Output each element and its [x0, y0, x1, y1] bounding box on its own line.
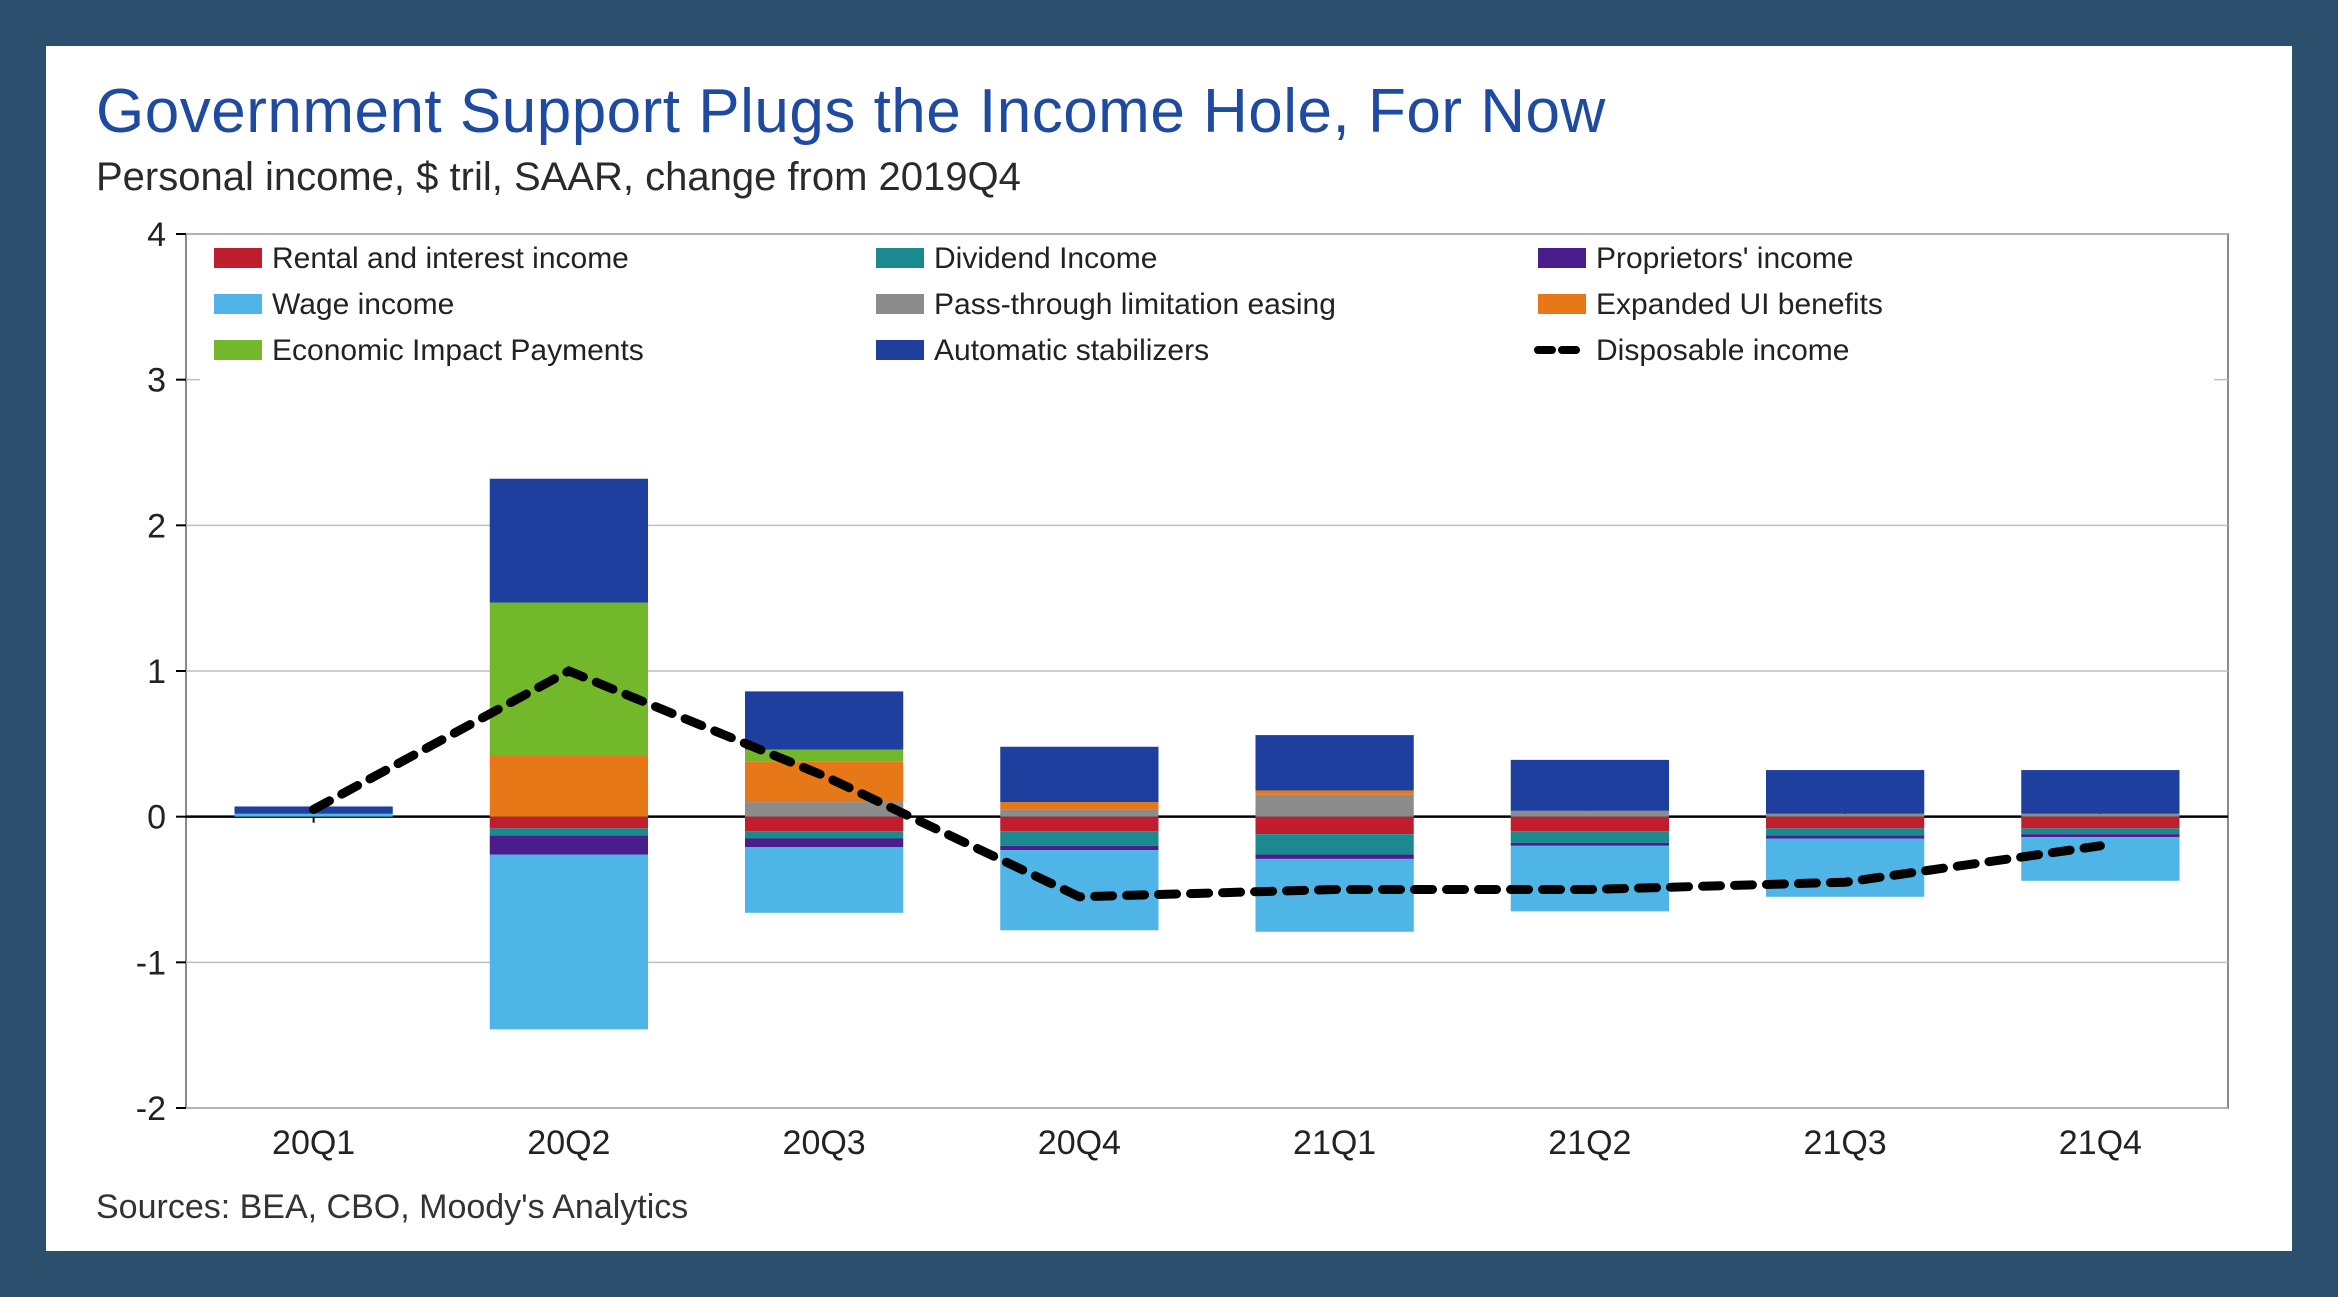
bars-group [234, 479, 2179, 1030]
bar-segment-auto_stab [490, 479, 648, 603]
bar-segment-auto_stab [1255, 735, 1413, 790]
bar-segment-dividend [1255, 834, 1413, 854]
bar-segment-passthrough [1000, 809, 1158, 816]
bar-segment-dividend [1766, 828, 1924, 835]
bar-segment-auto_stab [1511, 760, 1669, 811]
x-tick-label: 21Q3 [1804, 1124, 1887, 1162]
bar-segment-proprietors [2021, 834, 2179, 837]
y-tick-label: 4 [147, 218, 166, 254]
bar-segment-rental_interest [1255, 817, 1413, 834]
bar-segment-proprietors [1255, 855, 1413, 859]
x-tick-label: 21Q1 [1293, 1124, 1376, 1162]
legend-label: Wage income [272, 288, 454, 321]
bar-segment-proprietors [490, 836, 648, 855]
y-tick-label: 0 [147, 799, 166, 837]
x-tick-label: 20Q4 [1038, 1124, 1121, 1162]
bar-segment-rental_interest [1511, 817, 1669, 832]
legend-label: Pass-through limitation easing [934, 288, 1336, 321]
legend-label: Expanded UI benefits [1596, 288, 1883, 321]
bar-segment-rental_interest [1766, 817, 1924, 829]
bar-segment-auto_stab [745, 691, 903, 749]
bar-segment-wage [745, 847, 903, 913]
legend-swatch [876, 248, 924, 268]
bar-segment-rental_interest [2021, 817, 2179, 829]
bar-segment-eip [745, 750, 903, 762]
chart-title: Government Support Plugs the Income Hole… [96, 76, 2252, 147]
chart-panel: Government Support Plugs the Income Hole… [46, 46, 2292, 1251]
bar-segment-passthrough [1255, 795, 1413, 817]
bar-segment-dividend [745, 831, 903, 838]
legend-swatch [214, 248, 262, 268]
x-tick-label: 20Q1 [272, 1124, 355, 1162]
y-tick-label: -1 [136, 944, 166, 982]
bar-segment-proprietors [1766, 836, 1924, 839]
x-tick-label: 20Q3 [783, 1124, 866, 1162]
bar-segment-wage [1511, 846, 1669, 912]
legend-swatch [214, 294, 262, 314]
bar-segment-dividend [1511, 831, 1669, 843]
bar-segment-wage [490, 855, 648, 1030]
bar-segment-auto_stab [1000, 747, 1158, 802]
legend-swatch [1538, 248, 1586, 268]
bar-segment-wage [1255, 859, 1413, 932]
bar-segment-rental_interest [490, 817, 648, 829]
x-tick-label: 20Q2 [527, 1124, 610, 1162]
bar-segment-dividend [2021, 828, 2179, 834]
bar-segment-dividend [1000, 831, 1158, 846]
bar-segment-auto_stab [1766, 770, 1924, 814]
bar-segment-rental_interest [745, 817, 903, 832]
plot-area: -2 -1 0 1 2 3 4 20Q1 20Q2 20Q3 20Q4 21Q1 21Q2 21Q3 21Q… [96, 218, 2252, 1178]
bar-segment-expanded_ui [490, 755, 648, 816]
chart-svg: -2 -1 0 1 2 3 4 20Q1 20Q2 20Q3 20Q4 21Q1 21Q2 21Q3 21Q… [96, 218, 2252, 1178]
bar-segment-expanded_ui [1000, 802, 1158, 809]
bar-segment-eip [490, 603, 648, 756]
bar-segment-dividend [490, 828, 648, 835]
bar-segment-proprietors [1511, 843, 1669, 846]
bar-segment-expanded_ui [745, 761, 903, 802]
bar-segment-proprietors [1000, 846, 1158, 850]
legend-swatch [876, 294, 924, 314]
y-tick-label: -2 [136, 1090, 166, 1128]
legend-label: Rental and interest income [272, 242, 629, 275]
bar-segment-passthrough [2021, 814, 2179, 817]
legend-label: Automatic stabilizers [934, 334, 1209, 367]
bar-segment-proprietors [745, 839, 903, 848]
bar-segment-wage [1766, 839, 1924, 897]
x-tick-label: 21Q4 [2059, 1124, 2142, 1162]
y-tick-label: 2 [147, 507, 166, 545]
legend-swatch [214, 340, 262, 360]
bar-segment-passthrough [1511, 811, 1669, 817]
bar-segment-wage [1000, 850, 1158, 930]
legend-label: Disposable income [1596, 334, 1849, 367]
legend-label: Economic Impact Payments [272, 334, 644, 367]
bar-segment-wage [234, 814, 392, 817]
bar-segment-rental_interest [1000, 817, 1158, 832]
legend-label: Dividend Income [934, 242, 1157, 275]
bar-segment-expanded_ui [1255, 790, 1413, 794]
legend-swatch [876, 340, 924, 360]
bar-segment-passthrough [1766, 814, 1924, 817]
chart-subtitle: Personal income, $ tril, SAAR, change fr… [96, 155, 2252, 200]
y-tick-label: 1 [147, 653, 166, 691]
x-tick-label: 21Q2 [1548, 1124, 1631, 1162]
legend-label: Proprietors' income [1596, 242, 1854, 275]
source-caption: Sources: BEA, CBO, Moody's Analytics [96, 1188, 2252, 1227]
y-tick-label: 3 [147, 362, 166, 400]
legend-swatch [1538, 294, 1586, 314]
outer-frame: Government Support Plugs the Income Hole… [0, 0, 2338, 1297]
bar-segment-auto_stab [2021, 770, 2179, 814]
